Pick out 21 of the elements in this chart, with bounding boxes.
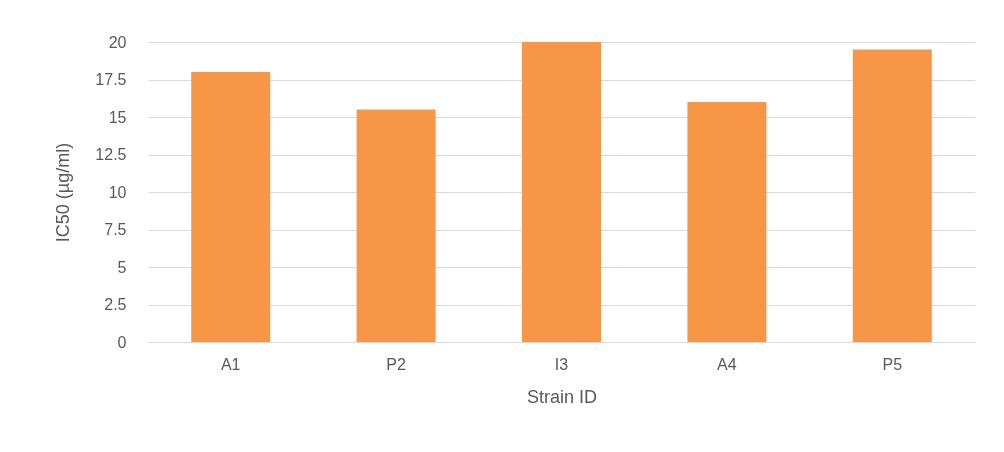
bar <box>687 102 767 342</box>
bar <box>191 72 271 342</box>
y-tick-label: 12.5 <box>95 146 127 163</box>
x-tick-label: A1 <box>220 355 241 373</box>
y-tick-label: 0 <box>117 333 127 351</box>
y-tick-label: 17.5 <box>95 71 127 88</box>
x-tick-label: I3 <box>554 355 569 373</box>
bar <box>852 49 932 342</box>
x-tick-label: A4 <box>717 355 737 373</box>
y-tick-label: 10 <box>108 183 127 201</box>
bar <box>356 109 436 342</box>
y-axis-title: IC50 (µg/ml) <box>53 142 74 243</box>
y-tick-label: 7.5 <box>104 221 127 238</box>
x-tick-label: P2 <box>386 355 406 373</box>
x-axis-title: Strain ID <box>526 386 598 407</box>
x-tick-label: P5 <box>882 355 903 373</box>
y-tick-label: 2.5 <box>104 296 127 313</box>
y-tick-label: 20 <box>108 33 127 51</box>
y-tick-label: 5 <box>117 258 127 276</box>
y-tick-label: 15 <box>108 108 127 126</box>
bar <box>522 42 601 342</box>
